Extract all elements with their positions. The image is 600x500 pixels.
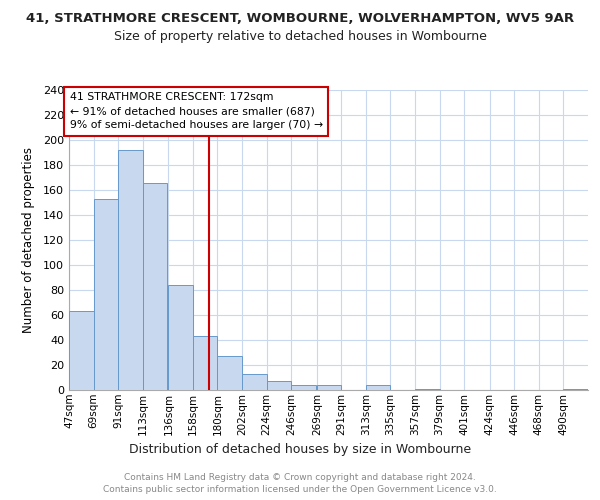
Text: Distribution of detached houses by size in Wombourne: Distribution of detached houses by size … [129,442,471,456]
Bar [563,389,588,390]
Bar [193,336,217,390]
Text: Size of property relative to detached houses in Wombourne: Size of property relative to detached ho… [113,30,487,43]
Bar [415,389,440,390]
Bar [169,285,193,390]
Bar [69,311,94,390]
Bar [143,182,167,390]
Y-axis label: Number of detached properties: Number of detached properties [22,147,35,333]
Bar [94,198,118,390]
Bar [291,385,316,390]
Text: Contains public sector information licensed under the Open Government Licence v3: Contains public sector information licen… [103,485,497,494]
Bar [266,381,291,390]
Bar [366,385,391,390]
Bar [118,150,143,390]
Bar [217,356,242,390]
Text: 41, STRATHMORE CRESCENT, WOMBOURNE, WOLVERHAMPTON, WV5 9AR: 41, STRATHMORE CRESCENT, WOMBOURNE, WOLV… [26,12,574,26]
Bar [242,374,266,390]
Text: 41 STRATHMORE CRESCENT: 172sqm
← 91% of detached houses are smaller (687)
9% of : 41 STRATHMORE CRESCENT: 172sqm ← 91% of … [70,92,323,130]
Bar [317,385,341,390]
Text: Contains HM Land Registry data © Crown copyright and database right 2024.: Contains HM Land Registry data © Crown c… [124,472,476,482]
